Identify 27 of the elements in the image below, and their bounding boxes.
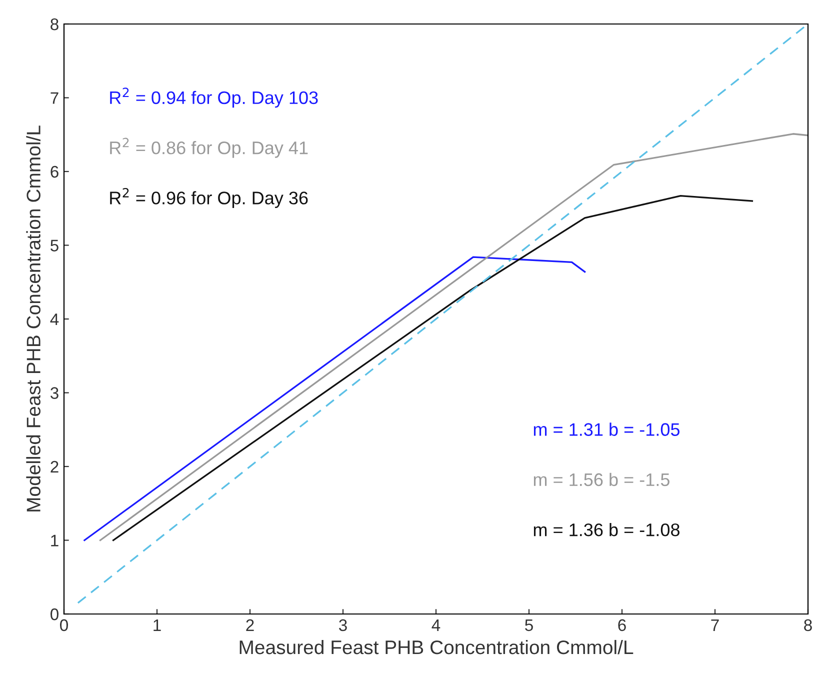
y-tick-label: 3 bbox=[50, 387, 58, 399]
x-tick-label: 0 bbox=[60, 619, 68, 632]
line-series bbox=[99, 133, 808, 542]
y-tick-label: 7 bbox=[50, 92, 58, 104]
y-tick-label: 0 bbox=[50, 608, 58, 620]
y-tick-label: 5 bbox=[50, 240, 58, 252]
x-tick-label: 5 bbox=[525, 619, 533, 632]
x-tick-label: 8 bbox=[804, 619, 812, 632]
y-tick-label: 2 bbox=[50, 460, 58, 473]
annotation: m = 1.56 b = -1.5 bbox=[534, 472, 670, 486]
y-tick-label: 6 bbox=[50, 166, 58, 178]
x-tick-label: 7 bbox=[711, 619, 719, 631]
x-tick-label: 3 bbox=[339, 619, 347, 632]
y-tick-label: 8 bbox=[50, 18, 58, 30]
x-tick-label: 2 bbox=[246, 619, 254, 631]
annotation: R$^{2}$ = 0.96 for Op. Day 36 bbox=[110, 188, 308, 208]
y-tick-label: 4 bbox=[50, 314, 59, 326]
x-tick-label: 1 bbox=[154, 619, 161, 631]
annotation: m = 1.31 b = -1.05 bbox=[534, 422, 680, 436]
annotation: R$^{2}$ = 0.94 for Op. Day 103 bbox=[110, 88, 318, 108]
x-axis-title: Measured Feast PHB Concentration Cmmol/L bbox=[240, 640, 634, 654]
y-tick-label: 1 bbox=[51, 534, 58, 546]
y-axis-title: Modelled Feast PHB Concentration Cmmol/L bbox=[26, 126, 40, 512]
x-tick-label: 6 bbox=[618, 619, 626, 632]
annotation: R$^{2}$ = 0.86 for Op. Day 41 bbox=[110, 138, 308, 158]
annotation: m = 1.36 b = -1.08 bbox=[534, 522, 680, 536]
x-tick-label: 4 bbox=[432, 619, 440, 631]
